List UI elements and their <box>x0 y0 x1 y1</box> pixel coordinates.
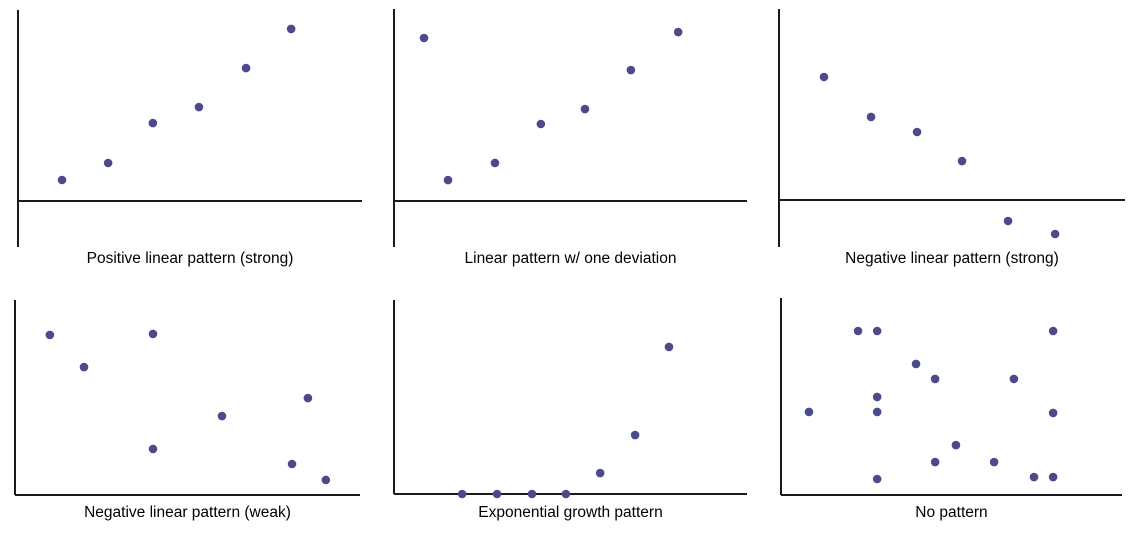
scatter-plot <box>14 300 360 496</box>
scatter-plot <box>393 9 747 247</box>
panel-negative-linear-strong: Negative linear pattern (strong) <box>760 0 1145 270</box>
panel-caption: Linear pattern w/ one deviation <box>464 250 677 267</box>
scatter-plot <box>780 298 1122 496</box>
scatter-plot <box>393 300 747 499</box>
panel-caption: Negative linear pattern (weak) <box>84 504 291 521</box>
panel-caption: Exponential growth pattern <box>478 504 663 521</box>
panel-positive-linear-strong: Positive linear pattern (strong) <box>0 0 380 270</box>
panel-exponential-growth: Exponential growth pattern <box>380 270 760 537</box>
panel-no-pattern: No pattern <box>760 270 1145 537</box>
panel-caption: No pattern <box>915 504 988 521</box>
scatter-plot <box>17 10 362 247</box>
scatter-plot <box>778 9 1125 247</box>
panel-caption: Negative linear pattern (strong) <box>845 250 1059 267</box>
panel-linear-one-deviation: Linear pattern w/ one deviation <box>380 0 760 270</box>
panel-negative-linear-weak: Negative linear pattern (weak) <box>0 270 380 537</box>
panel-caption: Positive linear pattern (strong) <box>86 250 294 267</box>
